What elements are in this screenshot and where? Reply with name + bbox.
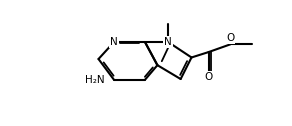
- Text: O: O: [204, 72, 213, 82]
- Text: H₂N: H₂N: [85, 75, 105, 85]
- Text: N: N: [164, 37, 172, 47]
- Text: N: N: [110, 37, 118, 47]
- Text: O: O: [226, 33, 234, 43]
